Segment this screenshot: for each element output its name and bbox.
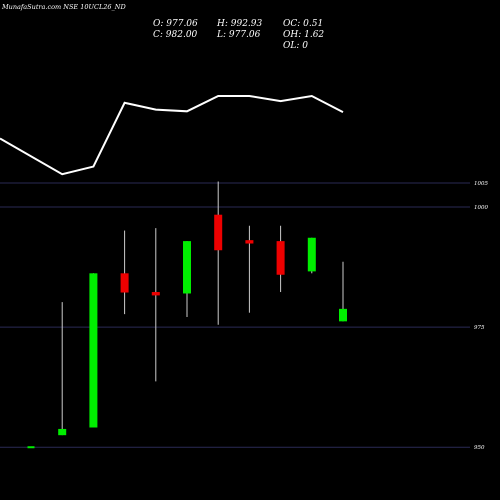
high-value: H: 992.93: [216, 19, 263, 29]
candle: [339, 261, 347, 322]
chart-title: MunafaSutra.com NSE 10UCL26_ND: [1, 3, 126, 11]
candle-body: [120, 273, 129, 293]
candle-body: [89, 273, 98, 428]
price-gridlines: [0, 182, 470, 448]
candle: [120, 230, 129, 315]
candle-body: [58, 428, 67, 436]
candle: [307, 237, 316, 274]
candle-body: [307, 237, 316, 272]
candle-body: [339, 308, 347, 322]
open-close-value: OC: 0.51: [283, 19, 323, 29]
y-tick-label: 950: [474, 445, 485, 451]
y-tick-label: 975: [474, 325, 485, 331]
y-tick-label: 1000: [474, 205, 488, 211]
y-tick-label: 1005: [474, 181, 488, 187]
candle: [89, 273, 98, 428]
candle: [214, 181, 223, 325]
candle: [276, 225, 285, 293]
candle: [245, 225, 254, 313]
candle-body: [245, 240, 254, 244]
candle-body: [214, 214, 223, 251]
candle: [58, 302, 67, 436]
open-low-value: OL: 0: [283, 41, 308, 51]
volume-line-path: [0, 94, 344, 176]
candle: [27, 446, 35, 449]
candle-body: [151, 292, 160, 296]
candle: [183, 241, 191, 318]
close-value: C: 982.00: [153, 30, 198, 40]
open-high-value: OH: 1.62: [283, 30, 324, 40]
candles: [27, 181, 347, 449]
candle-body: [27, 446, 35, 449]
volume-line: [0, 94, 344, 176]
low-value: L: 977.06: [216, 30, 261, 40]
y-tick-labels: 1005 1000 975 950: [474, 181, 488, 451]
candle-body: [276, 241, 285, 275]
candle-body: [183, 241, 191, 294]
open-value: O: 977.06: [153, 19, 198, 29]
candle: [151, 228, 160, 382]
